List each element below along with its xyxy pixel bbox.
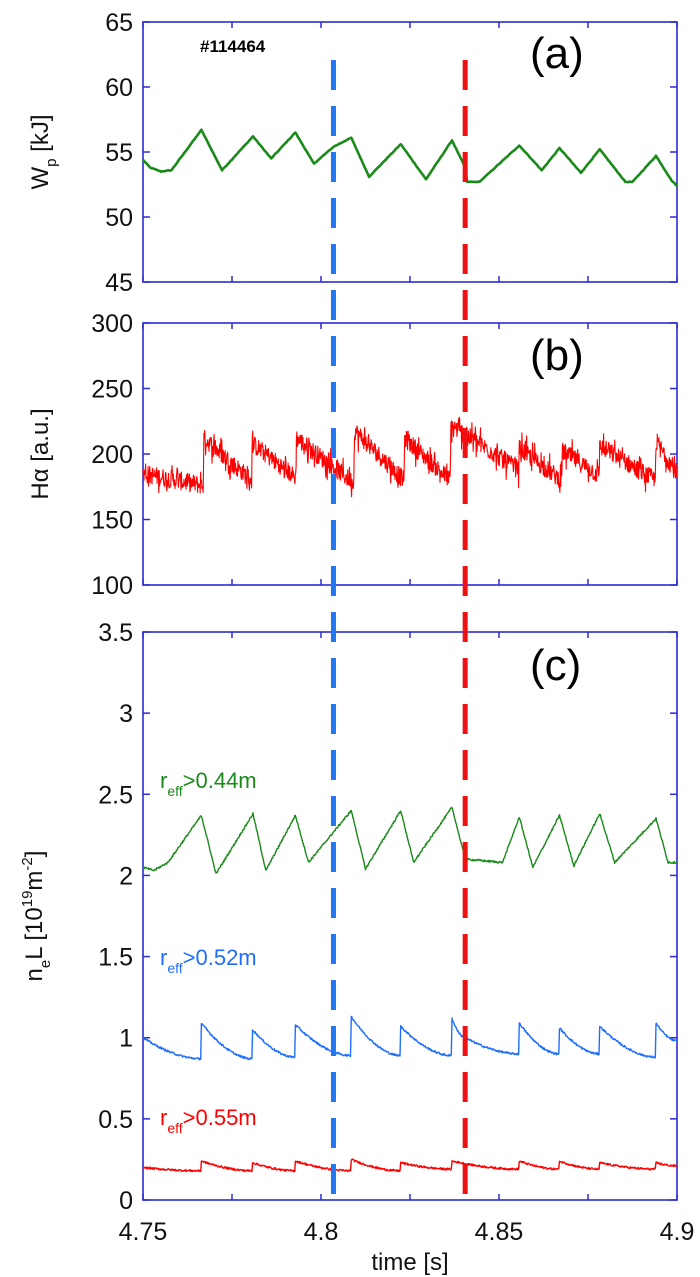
y-tick-label: 200: [91, 441, 133, 469]
series-line-b-0: [142, 416, 678, 498]
x-axis-label: time [s]: [371, 1249, 448, 1276]
y-tick-label: 150: [91, 507, 133, 535]
y-tick-label: 1: [119, 1025, 133, 1053]
y-tick-label: 250: [91, 376, 133, 404]
series-label-044: reff>0.44m: [160, 768, 257, 799]
y-tick-label: 45: [105, 269, 133, 297]
series-label-052: reff>0.52m: [160, 945, 257, 976]
y-tick-label: 100: [91, 572, 133, 600]
y-axis-label-c: neL [1019m-2]: [19, 851, 54, 982]
y-tick-label: 3.5: [98, 619, 133, 647]
x-tick-label: 4.9: [660, 1218, 695, 1246]
y-tick-label: 300: [91, 310, 133, 338]
y-tick-label: 3: [119, 700, 133, 728]
series-line-c-0: [142, 806, 678, 874]
panel-label-b: (b): [530, 331, 584, 380]
panel-label-a: (a): [530, 29, 584, 78]
y-tick-label: 60: [105, 74, 133, 102]
y-axis-label-b: Hα [a.u.]: [27, 408, 54, 499]
series-line-a-0: [141, 128, 678, 187]
x-tick-label: 4.8: [304, 1218, 339, 1246]
y-tick-label: 2.5: [98, 781, 133, 809]
y-tick-label: 55: [105, 139, 133, 167]
y-axis-label-a: Wp [kJ]: [27, 114, 60, 189]
y-tick-label: 50: [105, 204, 133, 232]
x-tick-label: 4.85: [475, 1218, 524, 1246]
y-tick-label: 0.5: [98, 1106, 133, 1134]
series-line-c-2: [142, 1158, 678, 1173]
y-tick-label: 65: [105, 9, 133, 37]
y-tick-label: 1.5: [98, 944, 133, 972]
x-tick-label: 4.75: [119, 1218, 168, 1246]
y-tick-label: 0: [119, 1187, 133, 1215]
series-line-c-1: [142, 1015, 678, 1061]
y-tick-label: 2: [119, 862, 133, 890]
shot-number: #114464: [200, 37, 266, 56]
panel-label-c: (c): [530, 641, 581, 690]
series-label-055: reff>0.55m: [160, 1105, 257, 1136]
